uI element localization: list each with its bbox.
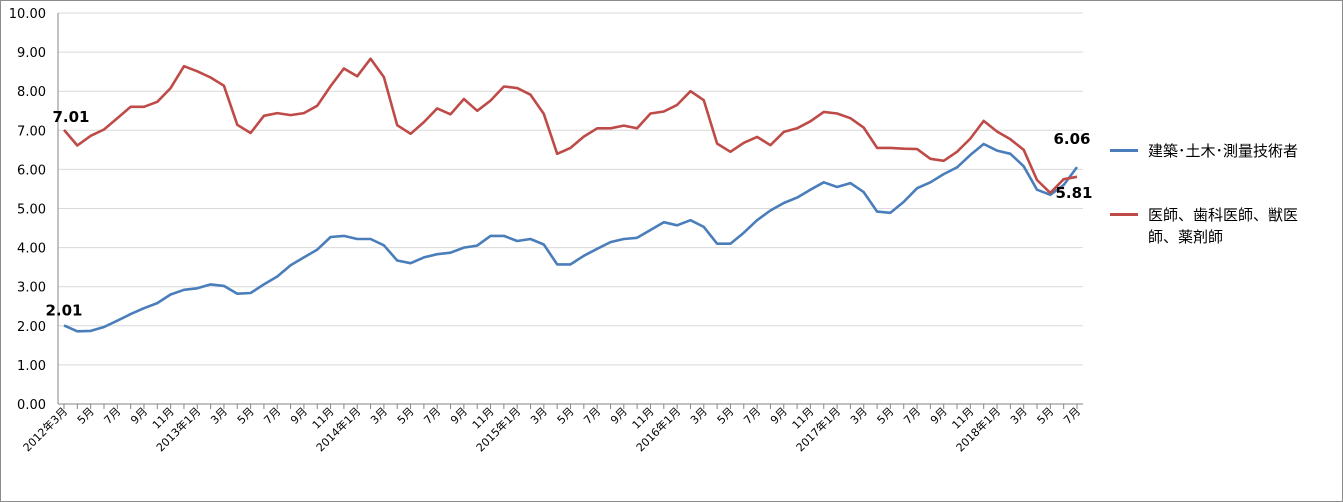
y-tick-label: 4.00 xyxy=(17,242,46,257)
x-tick-label: 5月 xyxy=(395,405,417,427)
x-tick-label: 3月 xyxy=(848,405,870,427)
data-label: 7.01 xyxy=(52,108,89,126)
y-tick-label: 5.00 xyxy=(17,203,46,218)
legend: 建築･土木･測量技術者 医師、歯科医師、獣医 師、薬剤師 xyxy=(1110,140,1340,290)
x-tick-label: 7月 xyxy=(901,405,923,427)
x-tick-label: 9月 xyxy=(288,405,310,427)
x-tick-label: 9月 xyxy=(608,405,630,427)
y-tick-label: 10.00 xyxy=(9,7,46,22)
legend-label-doctors-line2: 師、薬剤師 xyxy=(1148,228,1224,246)
y-tick-label: 7.00 xyxy=(17,124,46,139)
x-tick-label: 3月 xyxy=(368,405,390,427)
y-tick-label: 2.00 xyxy=(17,320,46,335)
x-tick-label: 3月 xyxy=(1008,405,1030,427)
x-tick-label: 3月 xyxy=(688,405,710,427)
y-tick-label: 1.00 xyxy=(17,359,46,374)
y-tick-label: 6.00 xyxy=(17,163,46,178)
y-tick-label: 8.00 xyxy=(17,85,46,100)
legend-item-construction: 建築･土木･測量技術者 xyxy=(1110,140,1340,162)
x-tick-label: 5月 xyxy=(1035,405,1057,427)
x-tick-label: 9月 xyxy=(768,405,790,427)
legend-label-doctors-line1: 医師、歯科医師、獣医 xyxy=(1148,206,1299,224)
x-tick-label: 7月 xyxy=(581,405,603,427)
x-tick-label: 5月 xyxy=(715,405,737,427)
x-tick-label: 9月 xyxy=(928,405,950,427)
x-tick-label: 5月 xyxy=(875,405,897,427)
x-tick-label: 7月 xyxy=(1061,405,1083,427)
x-tick-label: 5月 xyxy=(235,405,257,427)
x-tick-label: 5月 xyxy=(75,405,97,427)
x-tick-label: 7月 xyxy=(102,405,124,427)
legend-item-doctors: 医師、歯科医師、獣医 師、薬剤師 xyxy=(1110,204,1340,248)
series-line-doctors xyxy=(63,57,1078,195)
legend-label-construction: 建築･土木･測量技術者 xyxy=(1148,142,1299,160)
legend-swatch-doctors xyxy=(1110,213,1138,216)
data-label: 6.06 xyxy=(1053,130,1090,148)
y-tick-label: 3.00 xyxy=(17,281,46,296)
x-tick-label: 5月 xyxy=(555,405,577,427)
x-tick-label: 3月 xyxy=(528,405,550,427)
y-tick-label: 0.00 xyxy=(17,398,46,413)
x-tick-label: 9月 xyxy=(128,405,150,427)
data-label: 5.81 xyxy=(1055,184,1092,202)
x-tick-label: 7月 xyxy=(261,405,283,427)
x-tick-label: 3月 xyxy=(208,405,230,427)
x-tick-label: 7月 xyxy=(421,405,443,427)
series-line-construction xyxy=(63,142,1079,333)
y-tick-label: 9.00 xyxy=(17,46,46,61)
x-tick-label: 7月 xyxy=(741,405,763,427)
legend-swatch-construction xyxy=(1110,149,1138,152)
x-tick-label: 9月 xyxy=(448,405,470,427)
data-label: 2.01 xyxy=(45,301,82,319)
